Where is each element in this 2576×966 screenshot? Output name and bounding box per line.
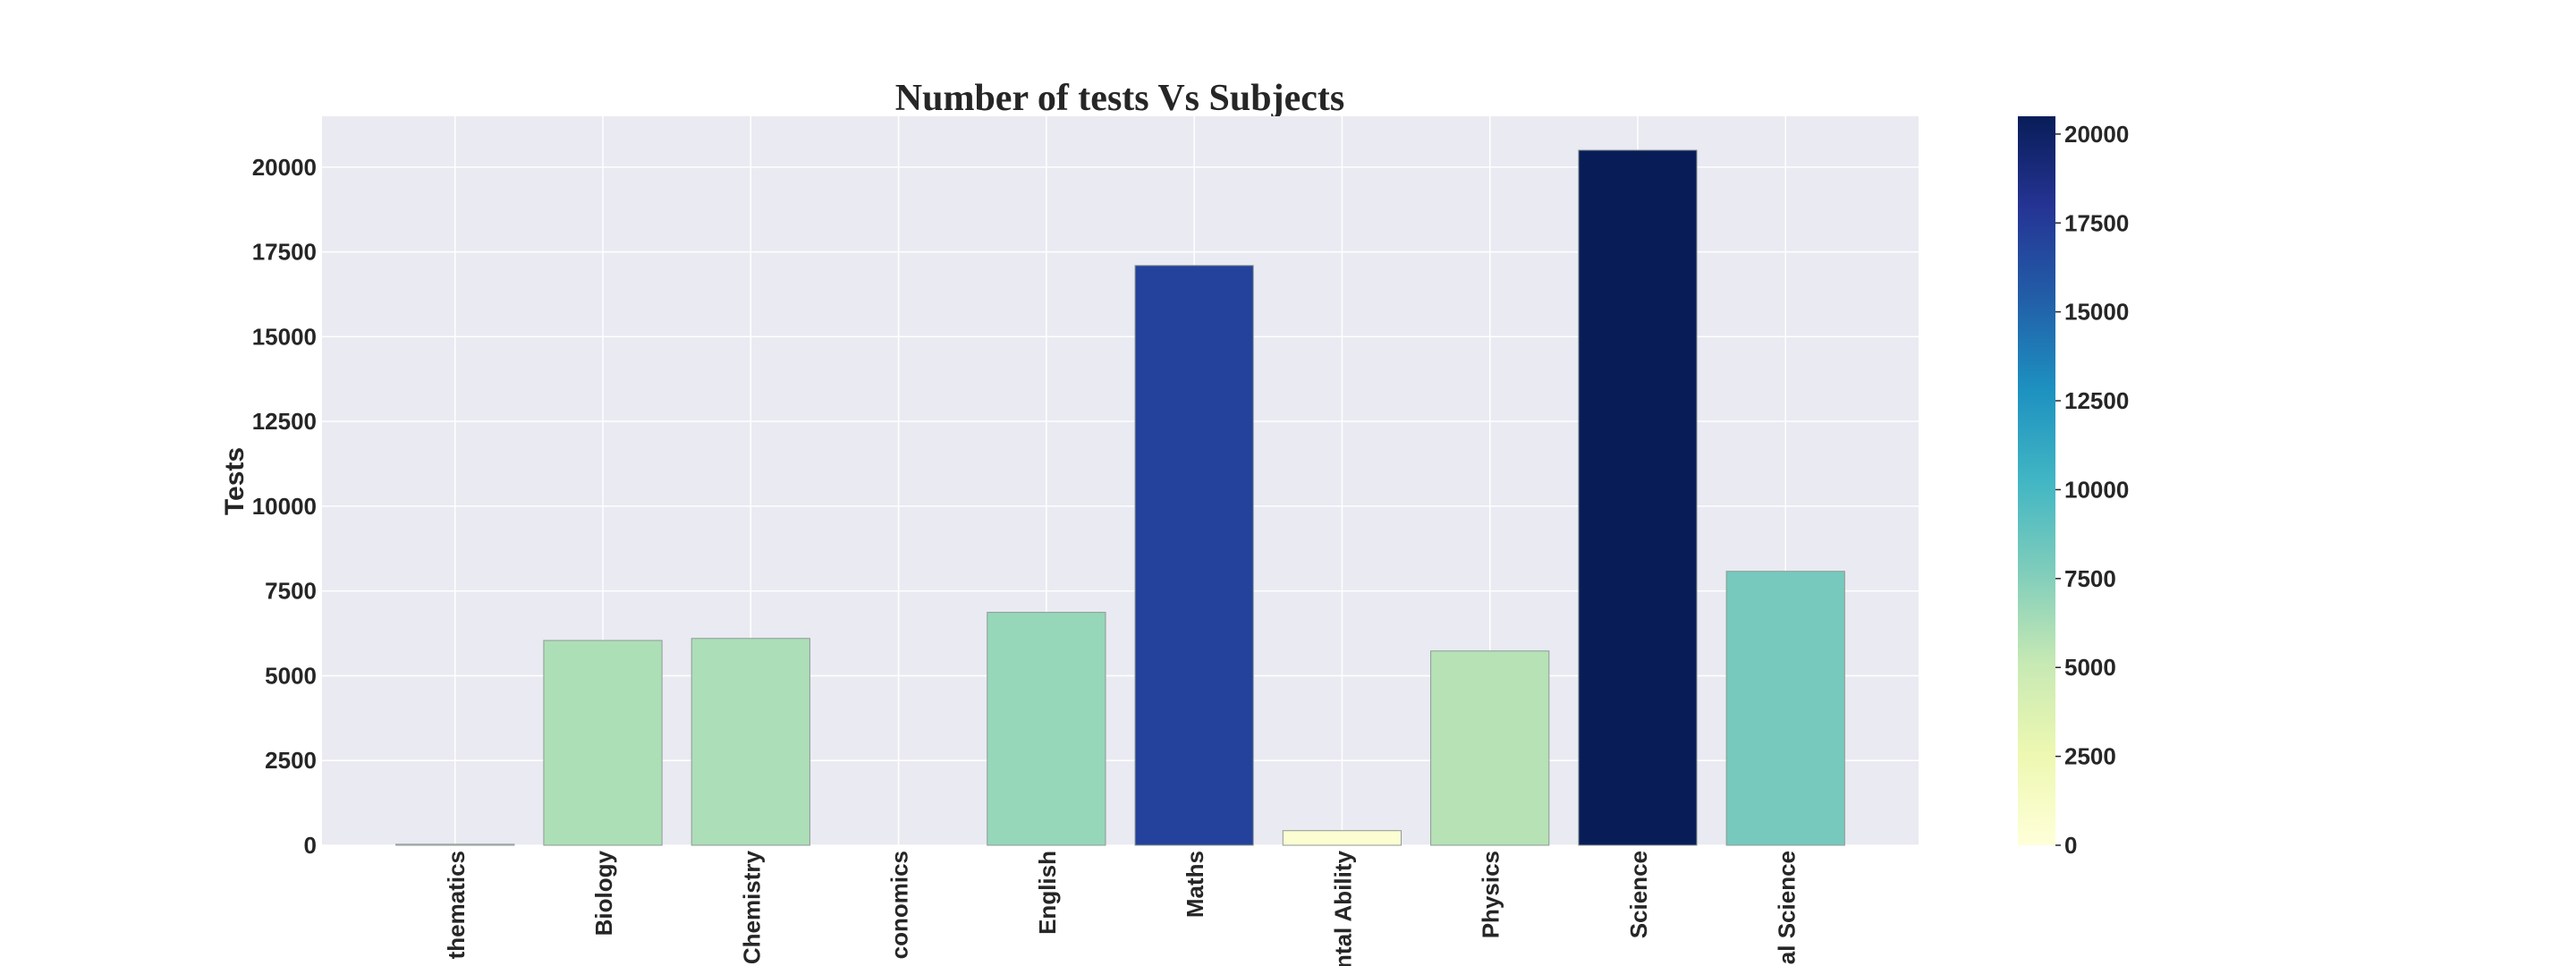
bar — [395, 843, 515, 846]
bar — [1134, 265, 1254, 846]
y-tick-label: 12500 — [252, 408, 317, 435]
y-tick-label: 2500 — [265, 747, 317, 774]
bar — [1430, 650, 1550, 846]
y-tick-label: 15000 — [252, 323, 317, 350]
y-axis-ticks: 0 2500 5000 7500 10000 12500 15000 17500 20000 — [252, 154, 317, 859]
colorbar-tick-label: 7500 — [2064, 565, 2116, 592]
colorbar-tick-label: 15000 — [2064, 299, 2129, 326]
colorbar — [2018, 116, 2055, 845]
y-tick-label: 10000 — [252, 493, 317, 520]
y-tick-label: 17500 — [252, 239, 317, 266]
bar — [1578, 149, 1698, 846]
x-tick-label: Physics — [1478, 851, 1504, 938]
chart-title: Number of tests Vs Subjects — [895, 78, 1344, 119]
colorbar-tick-label: 17500 — [2064, 209, 2129, 236]
x-tick-label: Maths — [1182, 851, 1208, 918]
x-tick-label: English — [1034, 851, 1061, 935]
colorbar-tick-label: 0 — [2064, 832, 2077, 859]
bar — [1282, 830, 1402, 846]
x-tick-label: al Science — [1773, 851, 1800, 964]
bars — [395, 149, 1845, 846]
colorbar-tick-label: 12500 — [2064, 387, 2129, 414]
bar — [987, 612, 1106, 846]
y-tick-label: 0 — [304, 832, 317, 859]
x-axis-ticks: thematics Biology Chemistry conomics English… — [443, 850, 1801, 966]
colorbar-tick-label: 10000 — [2064, 476, 2129, 503]
colorbar-tick-label: 5000 — [2064, 654, 2116, 681]
x-tick-label: Biology — [590, 850, 617, 936]
bar — [691, 638, 810, 846]
y-tick-label: 5000 — [265, 662, 317, 689]
colorbar-tick-label: 20000 — [2064, 121, 2129, 148]
bar — [543, 640, 663, 846]
x-tick-label: thematics — [443, 851, 470, 959]
x-tick-label: conomics — [886, 851, 913, 959]
colorbar-tick-label: 2500 — [2064, 743, 2116, 770]
y-tick-label: 20000 — [252, 154, 317, 181]
x-tick-label: Science — [1625, 851, 1652, 938]
x-tick-label: ntal Ability — [1329, 850, 1356, 966]
y-tick-label: 7500 — [265, 578, 317, 605]
bar — [1725, 571, 1845, 846]
y-axis-label: Tests — [220, 447, 250, 515]
colorbar-ticks: 0 2500 5000 7500 10000 12500 15000 17500 20000 — [2055, 121, 2129, 859]
x-tick-label: Chemistry — [738, 850, 765, 964]
